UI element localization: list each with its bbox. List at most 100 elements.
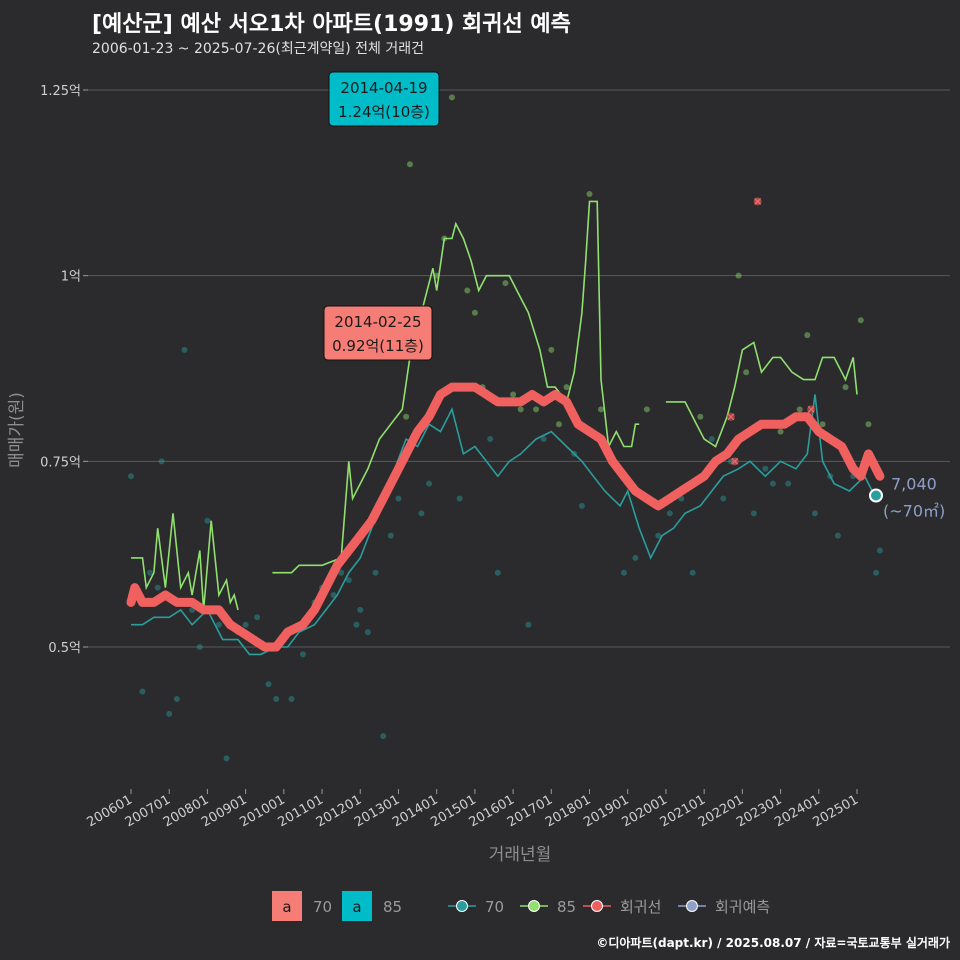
scatter-point <box>796 406 803 413</box>
annotation-value: 1.24억(10층) <box>338 103 430 121</box>
scatter-point <box>865 421 872 428</box>
scatter-point <box>563 384 570 391</box>
forecast: 7,040 (~70㎡) <box>869 474 945 520</box>
scatter-point <box>643 406 650 413</box>
legend-label: 70 <box>485 898 504 916</box>
legend-label: 85 <box>557 898 576 916</box>
scatter-point <box>406 161 413 168</box>
chart-subtitle: 2006-01-23 ~ 2025-07-26(최근계약일) 전체 거래건 <box>92 41 424 57</box>
scatter-point <box>223 755 230 762</box>
scatter-point <box>380 733 387 740</box>
scatter-point <box>842 384 849 391</box>
scatter-point <box>154 584 161 591</box>
scatter-point <box>873 569 880 576</box>
scatter-point <box>857 317 864 324</box>
annotation-date: 2014-02-25 <box>334 313 421 331</box>
scatter-point <box>834 532 841 539</box>
scatter-point <box>330 592 337 599</box>
scatter-point <box>338 569 345 576</box>
scatter-point <box>655 532 662 539</box>
scatter-point <box>597 406 604 413</box>
legend-key-dot <box>528 900 540 912</box>
scatter-point <box>708 436 715 443</box>
scatter-point <box>811 510 818 517</box>
outlier-cross <box>731 457 739 465</box>
legend-key-symbol: a <box>282 898 291 916</box>
legend-key-symbol: a <box>352 898 361 916</box>
scatter-point <box>166 710 173 717</box>
scatter-point <box>372 569 379 576</box>
scatter-point <box>254 614 261 621</box>
y-axis-title: 매매가(원) <box>7 392 27 468</box>
regression-line <box>126 382 885 652</box>
scatter-point <box>502 280 509 287</box>
scatter-point <box>353 621 360 628</box>
scatter-point <box>620 569 627 576</box>
scatter-point <box>448 94 455 101</box>
y-tick-label: 0.75억 <box>40 455 81 470</box>
scatter-point <box>364 629 371 636</box>
scatter-point <box>345 577 352 584</box>
annotations: 2014-04-19 1.24억(10층) 2014-02-25 0.92억(11층) <box>323 71 440 361</box>
outlier-cross <box>807 405 815 413</box>
scatter-point <box>494 569 501 576</box>
scatter-point <box>288 695 295 702</box>
scatter-point <box>426 480 433 487</box>
scatter-point <box>139 688 146 695</box>
scatter-point <box>525 621 532 628</box>
legend-label: 85 <box>383 898 402 916</box>
scatter-point <box>273 695 280 702</box>
legend-label: 회귀선 <box>620 898 661 916</box>
series-lines <box>126 200 885 656</box>
forecast-point <box>869 488 883 503</box>
annotation-box <box>323 305 433 361</box>
grid <box>88 89 950 648</box>
outlier-cross <box>754 197 762 205</box>
chart-title: [예산군] 예산 서오1차 아파트(1991) 회귀선 예측 <box>92 12 571 37</box>
scatter-point <box>464 287 471 294</box>
scatter-point <box>395 495 402 502</box>
legend-key-dot <box>591 900 603 912</box>
last-area-label: (~70㎡) <box>883 501 945 520</box>
scatter-point <box>632 554 639 561</box>
scatter-point <box>418 510 425 517</box>
y-tick-label: 0.5억 <box>48 641 81 656</box>
scatter-point <box>181 346 188 353</box>
scatter-point <box>666 510 673 517</box>
scatter-point <box>510 391 517 398</box>
scatter-point <box>471 309 478 316</box>
annotation-box <box>328 71 440 127</box>
scatter-point <box>403 413 410 420</box>
legend-label: 70 <box>313 898 332 916</box>
series-line-70 <box>131 394 877 656</box>
scatter-point <box>555 421 562 428</box>
scatter-point <box>265 681 272 688</box>
annotation-value: 0.92억(11층) <box>332 337 424 355</box>
scatter-point <box>697 413 704 420</box>
scatter-point <box>586 190 593 197</box>
y-axis: 0.5억 0.75억 1억 1.25억 <box>40 84 88 656</box>
legend-key-area <box>342 891 372 921</box>
annotation-date: 2014-04-19 <box>340 79 427 97</box>
scatter-point <box>735 272 742 279</box>
legend-label: 회귀예측 <box>715 898 770 916</box>
scatter-point <box>762 465 769 472</box>
scatter-point <box>517 406 524 413</box>
scatter-point <box>299 651 306 658</box>
y-tick-label: 1.25억 <box>40 84 81 99</box>
x-axis-title: 거래년월 <box>489 845 552 865</box>
legend-key-area <box>272 891 302 921</box>
series-line-85 <box>272 200 640 574</box>
scatter-point <box>196 644 203 650</box>
scatter-point <box>777 428 784 435</box>
scatter-point <box>242 621 249 628</box>
outlier-points <box>726 197 816 466</box>
scatter-point <box>743 369 750 376</box>
scatter-point <box>456 495 463 502</box>
legend: a 70 a 85 70 85 회귀선 회귀예측 <box>272 891 770 921</box>
scatter-point <box>750 510 757 517</box>
scatter-point <box>876 547 883 554</box>
scatter-point <box>819 421 826 428</box>
scatter-point <box>578 502 585 509</box>
